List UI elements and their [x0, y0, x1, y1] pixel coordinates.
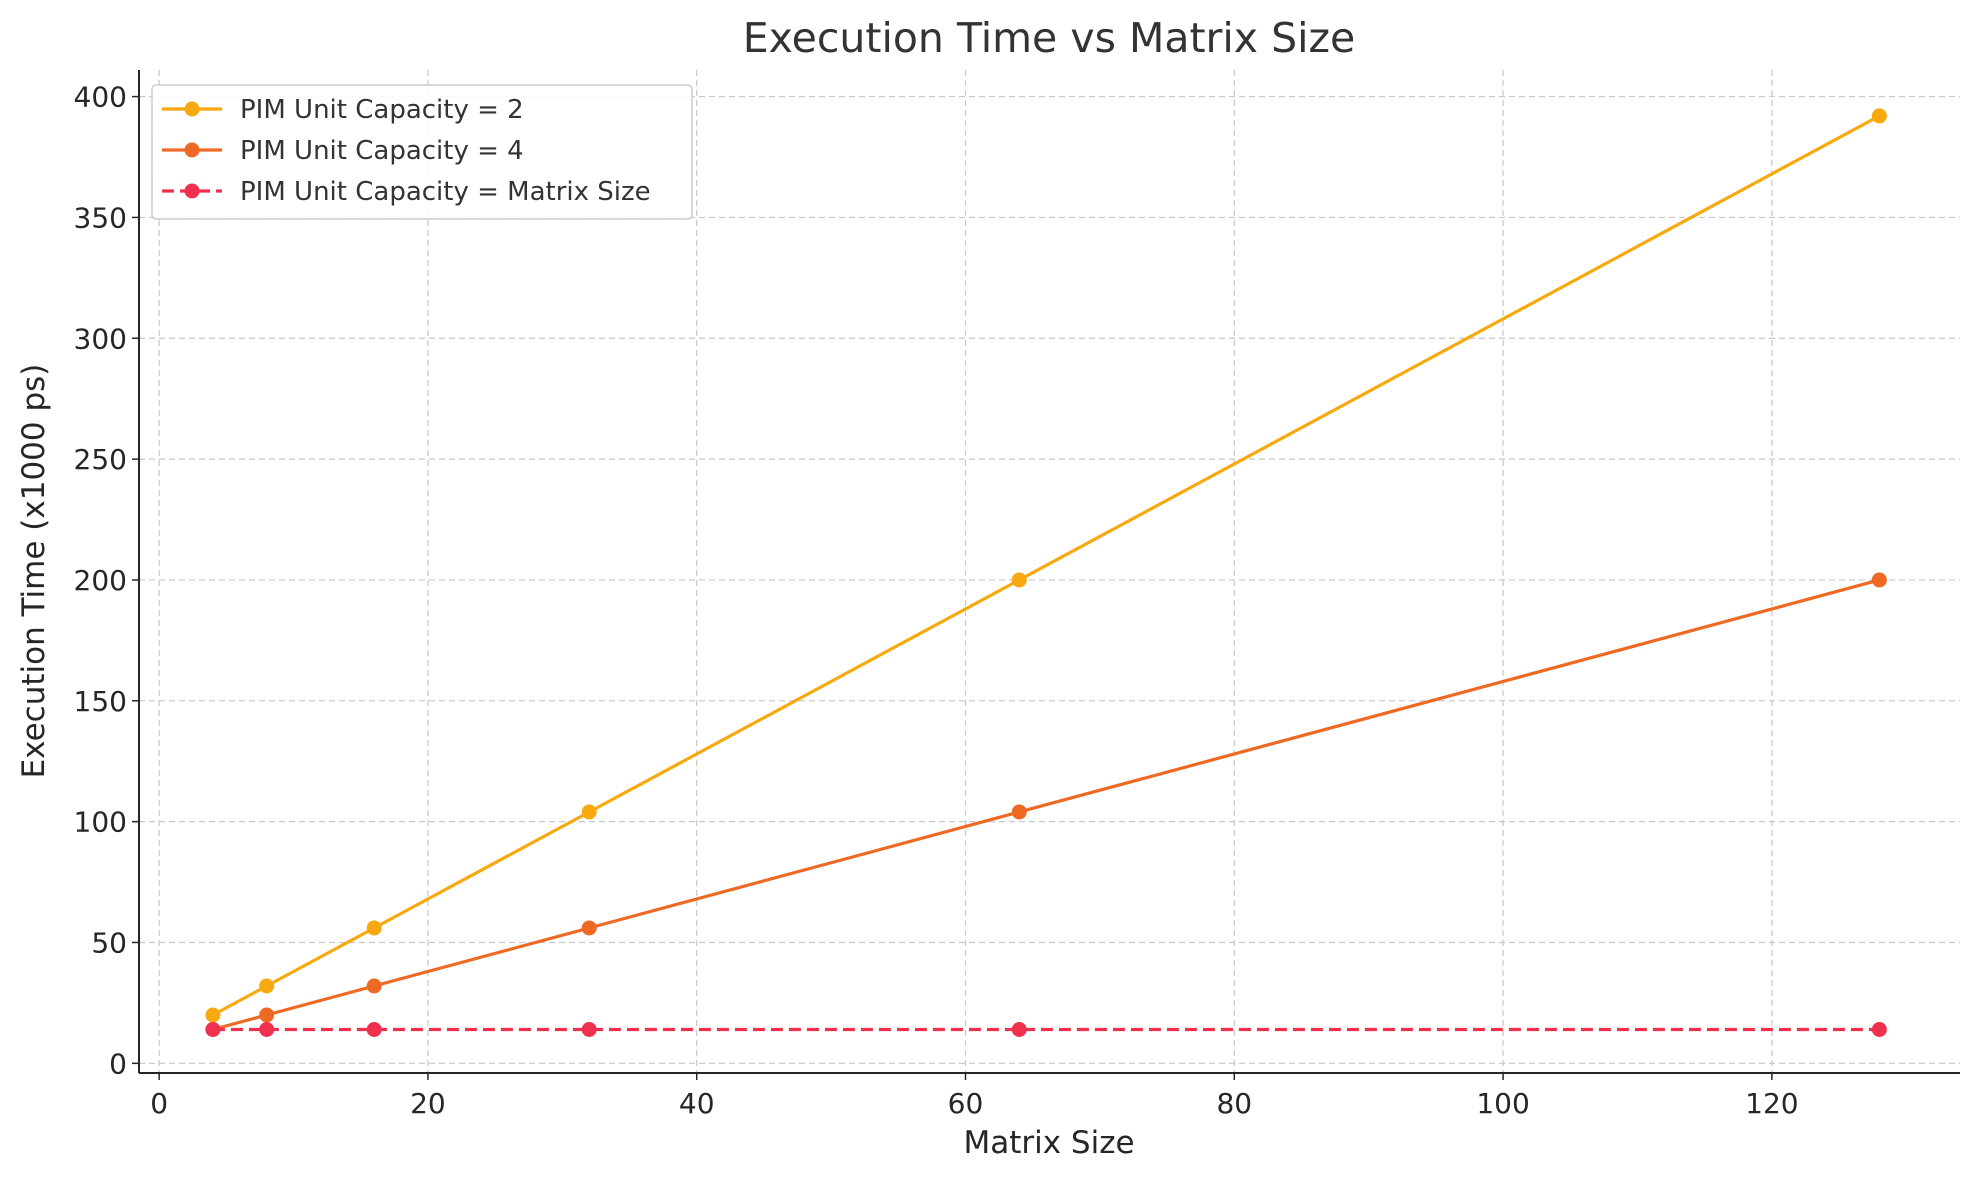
series-3: [205, 1021, 1887, 1037]
series-2-point: [259, 1007, 275, 1023]
series-2-point: [1871, 572, 1887, 588]
series-3-point: [1871, 1021, 1887, 1037]
series-2: [205, 572, 1887, 1037]
legend-entry: PIM Unit Capacity = 4: [162, 136, 524, 166]
series-1-point: [1011, 572, 1027, 588]
series-2-point: [366, 978, 382, 994]
legend-label: PIM Unit Capacity = Matrix Size: [240, 177, 651, 207]
axes: [132, 70, 1960, 1080]
x-tick-label: 120: [1745, 1087, 1798, 1120]
legend-marker: [184, 142, 200, 158]
y-tick-label: 300: [74, 322, 127, 355]
legend-marker: [184, 183, 200, 199]
series-1-point: [205, 1007, 221, 1023]
series-2-point: [1011, 804, 1027, 820]
y-tick-label: 250: [74, 443, 127, 476]
series-1-point: [581, 804, 597, 820]
legend: PIM Unit Capacity = 2 PIM Unit Capacity =…: [151, 84, 693, 220]
series-3-point: [205, 1021, 221, 1037]
series-1-line: [212, 114, 1881, 1017]
legend-entry: PIM Unit Capacity = Matrix Size: [162, 177, 651, 207]
x-tick-label: 80: [1216, 1087, 1252, 1120]
legend-entry: PIM Unit Capacity = 2: [162, 95, 524, 125]
series-1-point: [1871, 108, 1887, 124]
series-lines: [205, 108, 1887, 1037]
series-3-point: [259, 1021, 275, 1037]
x-tick-label: 0: [150, 1087, 168, 1120]
y-tick-label: 150: [74, 685, 127, 718]
chart-title: Execution Time vs Matrix Size: [743, 14, 1356, 62]
y-tick-label: 350: [74, 201, 127, 234]
x-tick-label: 20: [410, 1087, 446, 1120]
y-tick-label: 400: [74, 81, 127, 114]
x-tick-label: 100: [1476, 1087, 1529, 1120]
x-tick-label: 60: [948, 1087, 984, 1120]
y-axis-label: Execution Time (x1000 ps): [16, 364, 52, 779]
y-tick-label: 50: [91, 926, 127, 959]
y-tick-label: 200: [74, 564, 127, 597]
series-3-point: [366, 1021, 382, 1037]
legend-box: [151, 84, 693, 220]
x-tick-label: 40: [679, 1087, 715, 1120]
series-1-point: [259, 978, 275, 994]
series-3-point: [581, 1021, 597, 1037]
y-tick-label: 100: [74, 806, 127, 839]
series-1-point: [366, 920, 382, 936]
series-3-point: [1011, 1021, 1027, 1037]
series-1: [205, 108, 1887, 1023]
legend-label: PIM Unit Capacity = 2: [240, 95, 524, 125]
series-2-point: [581, 920, 597, 936]
legend-label: PIM Unit Capacity = 4: [240, 136, 524, 166]
tick-labels: 0 20 40 60 80 100 120 0 50 100 150 200 250 300 350 400: [74, 81, 1799, 1120]
series-2-line: [212, 578, 1880, 1032]
y-tick-label: 0: [109, 1047, 127, 1080]
legend-marker: [184, 101, 200, 117]
x-axis-label: Matrix Size: [963, 1125, 1134, 1161]
